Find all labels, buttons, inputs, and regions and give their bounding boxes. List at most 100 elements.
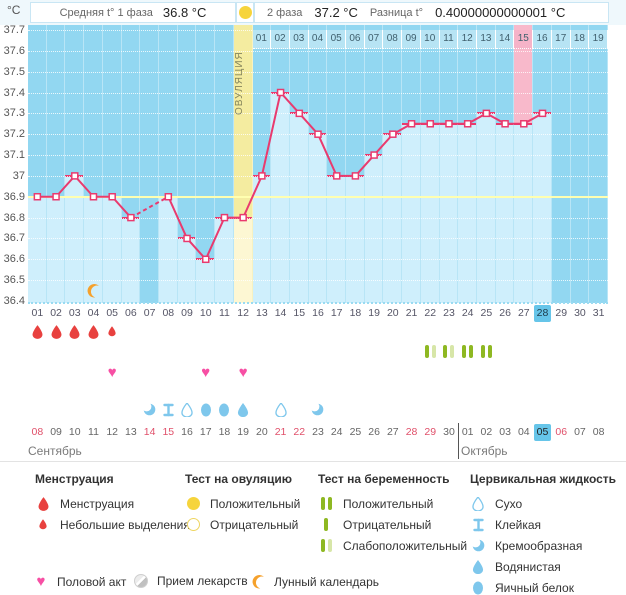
calendar-date-row: 08 09 10 11 12 13 14 15 16 17 18 19 20 21 22 23 24 25 26 27… (28, 423, 608, 441)
cycle-day-number: 21 (405, 306, 418, 319)
gridline (28, 71, 608, 73)
gridline (28, 50, 608, 52)
cycle-day-number: 28 (533, 303, 552, 323)
y-axis-tick-label: 36.9 (3, 190, 25, 203)
calendar-date: 16 (181, 425, 193, 438)
heart-icon: ♥ (107, 364, 117, 381)
phase1-average-label: Средняя t° 1 фаза (59, 6, 153, 19)
day-column[interactable] (140, 25, 159, 303)
legend-item-label: Положительный (343, 496, 434, 511)
cycle-day-number: 31 (592, 306, 605, 319)
phase2-summary-box: 2 фаза 37.2 °C Разница t° 0.400000000000… (254, 2, 609, 23)
menstruation-event-cell (103, 322, 122, 341)
heart-icon: ♥ (238, 364, 248, 381)
y-axis-tick-label: 37.3 (3, 107, 25, 120)
sticky-icon (470, 518, 486, 532)
day-column[interactable] (552, 25, 571, 303)
legend-item: Сухо (470, 493, 616, 514)
legend-item-label: Отрицательный (210, 517, 299, 532)
pregnancy-test-cell (440, 342, 459, 361)
drop-small-icon (35, 519, 51, 530)
calendar-date: 26 (368, 425, 380, 438)
drop-large-icon (67, 324, 83, 339)
legend-item: Слабоположительный (318, 535, 467, 556)
calendar-date: 25 (349, 425, 362, 438)
calendar-date: 30 (443, 425, 455, 438)
cycle-day-number: 15 (293, 306, 306, 319)
cycle-day-number: 09 (181, 306, 193, 319)
phase2-day-cell: 10 (420, 30, 440, 49)
y-axis-tick-label: 36.6 (3, 253, 25, 266)
cycle-day-number: 18 (349, 306, 362, 319)
phase2-day-cell: 01 (252, 30, 272, 49)
creamy-icon (142, 403, 158, 416)
cycle-day-number: 12 (237, 306, 249, 319)
legend-footer-item: ♥ Половой акт (33, 574, 127, 589)
phase2-day-cell: 07 (364, 30, 384, 49)
test-weak-icon (441, 345, 457, 358)
ovu-pos-icon (185, 497, 201, 510)
pregnancy-test-row (28, 342, 608, 361)
egg-white-icon (470, 581, 486, 595)
phase2-day-cell: 09 (402, 30, 421, 49)
gridline (28, 175, 608, 177)
phase2-day-cell: 02 (271, 30, 290, 49)
drop-large-icon (85, 324, 101, 339)
cervical-fluid-cell (178, 400, 197, 419)
cycle-day-number: 06 (125, 306, 137, 319)
cycle-day-number-row: 01 02 03 04 05 06 07 08 09 10 11 12 13 14 15 16 17 18 19 20… (28, 303, 608, 323)
legend-section-title: Менструация (35, 472, 114, 486)
drop-large-icon (35, 496, 51, 511)
menstruation-row (28, 322, 608, 341)
ovulation-positive-icon (238, 6, 252, 19)
luteal-highlight-band (514, 25, 533, 123)
phase2-day-cell: 13 (477, 30, 496, 49)
calendar-date: 03 (499, 425, 511, 438)
phase1-average-value: 36.8 °C (162, 5, 207, 20)
lunar-event-cell (84, 281, 103, 299)
legend-item-label: Слабоположительный (343, 538, 468, 553)
legend-item: Яичный белок (470, 577, 616, 595)
creamy-icon (470, 539, 486, 552)
cycle-day-number: 26 (499, 306, 511, 319)
day-column[interactable] (571, 25, 590, 303)
phase1-average-box: Средняя t° 1 фаза 36.8 °C (30, 2, 236, 23)
gridline (28, 259, 608, 261)
calendar-date: 21 (274, 425, 287, 438)
phase2-day-cell: 05 (327, 30, 347, 49)
legend-item-label: Половой акт (57, 574, 127, 589)
ovulation-marker-cell (236, 2, 254, 23)
calendar-date: 10 (68, 425, 81, 438)
temperature-chart: 01 02 03 04 05 06 07 08 09 10 11 12 13 14 15 16 17 18 19 ОВ… (28, 25, 608, 303)
summary-bar: °C Средняя t° 1 фаза 36.8 °C 2 фаза 37.2… (0, 0, 626, 25)
calendar-date: 20 (256, 425, 268, 438)
pregnancy-test-cell (458, 342, 477, 361)
legend-item: Отрицательный (318, 514, 467, 535)
intercourse-event-cell: ♥ (103, 362, 122, 383)
calendar-date: 01 (461, 425, 474, 438)
legend-item-label: Клейкая (495, 517, 542, 532)
phase2-day-cell: 12 (458, 30, 478, 49)
y-axis-tick-label: 37.4 (3, 86, 25, 99)
gridline (28, 280, 608, 282)
cycle-day-number: 23 (443, 306, 455, 319)
test-weak-icon (318, 539, 334, 552)
legend-item: Положительный (185, 493, 300, 514)
heart-icon: ♥ (201, 364, 211, 381)
cycle-day-number: 10 (199, 306, 212, 319)
sticky-icon (160, 403, 176, 417)
cycle-day-number: 04 (87, 306, 100, 319)
phase2-label: 2 фаза (267, 6, 303, 19)
month-divider (458, 423, 459, 459)
cervical-fluid-cell (271, 400, 290, 419)
calendar-date: 19 (237, 425, 249, 438)
day-column[interactable] (589, 25, 608, 303)
pregnancy-test-cell (421, 342, 440, 361)
legend-item: Водянистая (470, 556, 616, 577)
test-weak-icon (422, 345, 438, 358)
legend-item-label: Небольшие выделения (60, 517, 190, 532)
test-negative-icon (318, 518, 334, 531)
calendar-date: 24 (330, 425, 343, 438)
legend-section: Тест на овуляцию Положительный Отрицательн… (185, 472, 300, 535)
